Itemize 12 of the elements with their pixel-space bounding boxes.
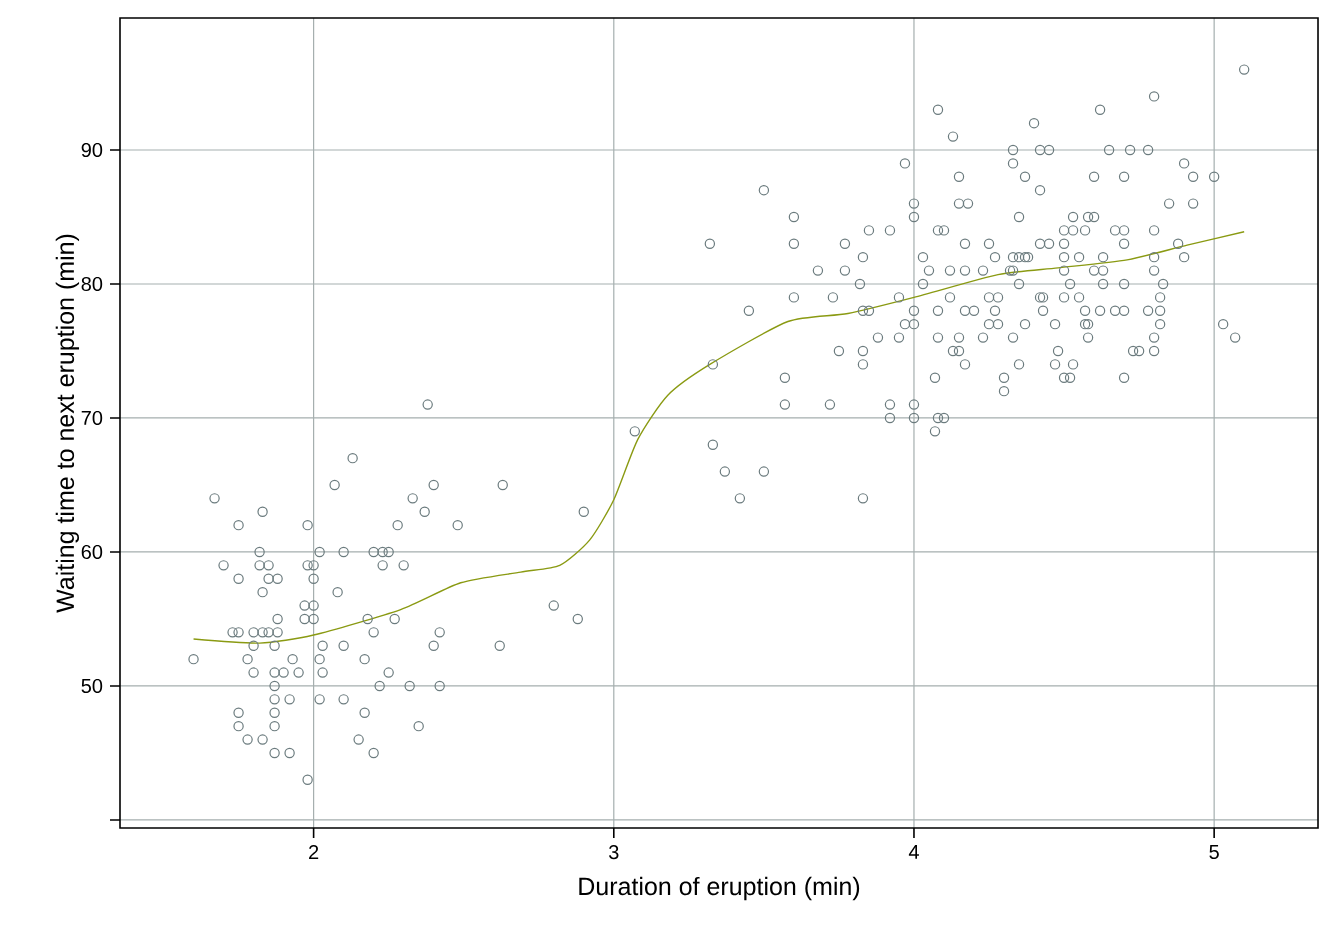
y-tick-label: 60 <box>81 544 103 560</box>
x-tick-label: 5 <box>1209 845 1219 859</box>
x-tick-label: 3 <box>608 845 619 860</box>
x-tick-label: 2 <box>309 845 319 860</box>
x-tick-label: 4 <box>908 845 919 859</box>
line-series <box>192 231 1245 644</box>
y-tick-label: 50 <box>81 678 103 694</box>
y-tick-label: 70 <box>81 410 103 426</box>
y-axis-title: Waiting time to next eruption (min) <box>55 234 80 613</box>
y-tick-label: 90 <box>81 142 103 158</box>
x-axis-title: Duration of eruption (min) <box>579 876 860 901</box>
y-tick-label: 80 <box>81 276 103 292</box>
